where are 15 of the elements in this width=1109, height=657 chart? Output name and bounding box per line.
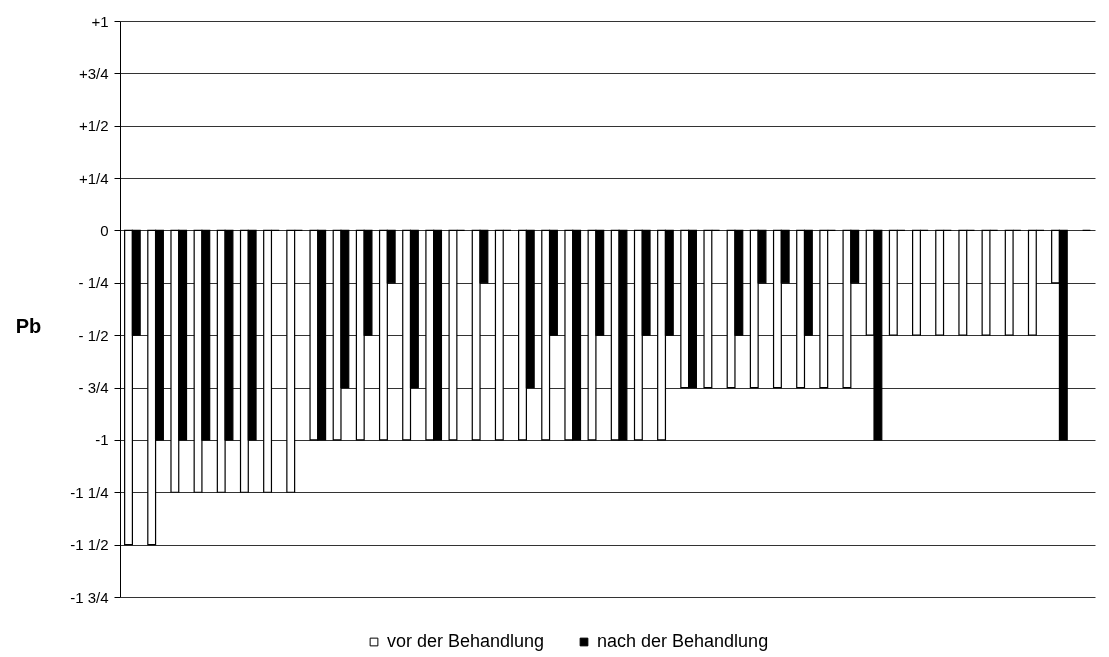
y-tick-label: +1/2 <box>78 117 109 135</box>
y-tick-label: - 1/4 <box>78 274 109 292</box>
y-tick-label: +1/4 <box>78 169 109 187</box>
y-tick-label: -1 1/2 <box>70 536 109 554</box>
y-tick-label: +3/4 <box>78 64 109 82</box>
y-axis-title: Pb <box>15 314 42 337</box>
legend-label: nach der Behandlung <box>597 631 769 651</box>
y-tick-label: 0 <box>100 221 109 239</box>
y-tick-label: - 1/2 <box>78 326 109 344</box>
y-tick-label: -1 <box>95 431 109 449</box>
y-tick-label: -1 1/4 <box>70 483 109 501</box>
y-tick-label: - 3/4 <box>78 379 109 397</box>
y-tick-label: +1 <box>91 12 109 30</box>
y-tick-label: -1 3/4 <box>70 588 109 606</box>
legend-label: vor der Behandlung <box>387 631 545 651</box>
